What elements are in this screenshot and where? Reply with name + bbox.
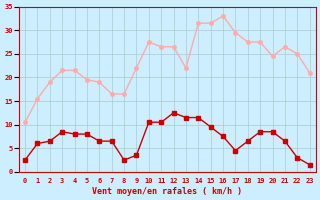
X-axis label: Vent moyen/en rafales ( km/h ): Vent moyen/en rafales ( km/h ) — [92, 187, 242, 196]
